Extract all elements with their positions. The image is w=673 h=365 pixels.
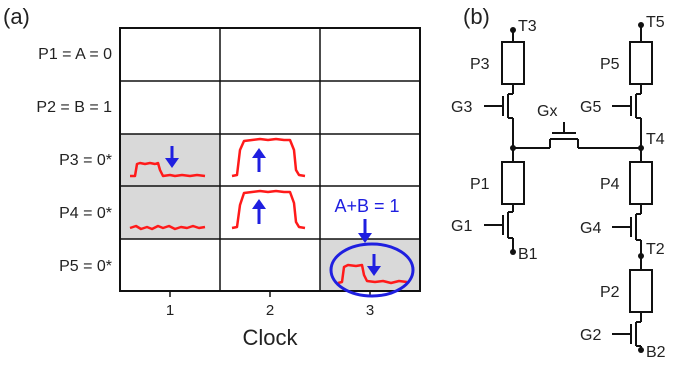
terminal-t2: T2 bbox=[646, 241, 665, 258]
trace-p4-clock1 bbox=[129, 224, 206, 231]
resistor-p4 bbox=[629, 161, 653, 205]
label-g5: G5 bbox=[580, 99, 601, 116]
resistor-p2 bbox=[629, 269, 653, 313]
row-label-p4: P4 = 0* bbox=[59, 205, 112, 222]
node-junction-left bbox=[510, 145, 516, 151]
row-label-p5: P5 = 0* bbox=[59, 258, 112, 275]
row-label-p3: P3 = 0* bbox=[59, 152, 112, 169]
label-g2: G2 bbox=[580, 327, 601, 344]
label-g4: G4 bbox=[580, 220, 601, 237]
col-label-1: 1 bbox=[166, 302, 174, 319]
label-p1: P1 bbox=[470, 176, 490, 193]
node-t4 bbox=[638, 145, 644, 151]
label-g1: G1 bbox=[451, 218, 472, 235]
col-label-2: 2 bbox=[266, 302, 274, 319]
x-axis-label: Clock bbox=[242, 325, 298, 350]
highlight-ellipse bbox=[329, 242, 415, 298]
node-t3 bbox=[510, 27, 516, 33]
row-label-p2: P2 = B = 1 bbox=[36, 99, 112, 116]
terminal-t5: T5 bbox=[646, 14, 665, 31]
terminal-b1: B1 bbox=[518, 246, 538, 263]
circuit bbox=[484, 25, 653, 350]
label-p5: P5 bbox=[600, 56, 620, 73]
label-g3: G3 bbox=[451, 99, 472, 116]
arrow-down-annotation bbox=[358, 219, 372, 243]
arrow-down-p5-clock3 bbox=[367, 254, 381, 276]
terminal-t3: T3 bbox=[518, 18, 537, 35]
resistor-p3 bbox=[501, 41, 525, 85]
row-label-p1: P1 = A = 0 bbox=[38, 46, 112, 63]
arrow-up-p4-clock2 bbox=[252, 199, 266, 224]
label-gx: Gx bbox=[537, 103, 557, 120]
resistor-p1 bbox=[501, 161, 525, 205]
shaded-cell-p4-1 bbox=[120, 186, 220, 239]
label-p4: P4 bbox=[600, 176, 620, 193]
label-p3: P3 bbox=[470, 56, 490, 73]
terminal-t4: T4 bbox=[646, 131, 665, 148]
grid-lines bbox=[119, 27, 421, 297]
trace-p3-clock2 bbox=[231, 137, 306, 178]
node-b2 bbox=[638, 347, 644, 353]
trace-p3-clock1 bbox=[130, 161, 206, 178]
arrow-up-p3-clock2 bbox=[252, 148, 266, 172]
panel-label-b: (b) bbox=[463, 4, 490, 29]
annotation-a-plus-b: A+B = 1 bbox=[334, 196, 399, 216]
node-t2 bbox=[638, 253, 644, 259]
panel-label-a: (a) bbox=[3, 4, 30, 29]
resistor-p5 bbox=[629, 41, 653, 85]
trace-p4-clock2 bbox=[231, 189, 306, 230]
label-p2: P2 bbox=[600, 284, 620, 301]
terminal-b2: B2 bbox=[646, 344, 666, 361]
trace-p5-clock3 bbox=[337, 263, 408, 285]
node-t5 bbox=[638, 22, 644, 28]
node-b1 bbox=[510, 249, 516, 255]
arrow-down-p3-clock1 bbox=[165, 146, 179, 168]
col-label-3: 3 bbox=[366, 302, 374, 319]
